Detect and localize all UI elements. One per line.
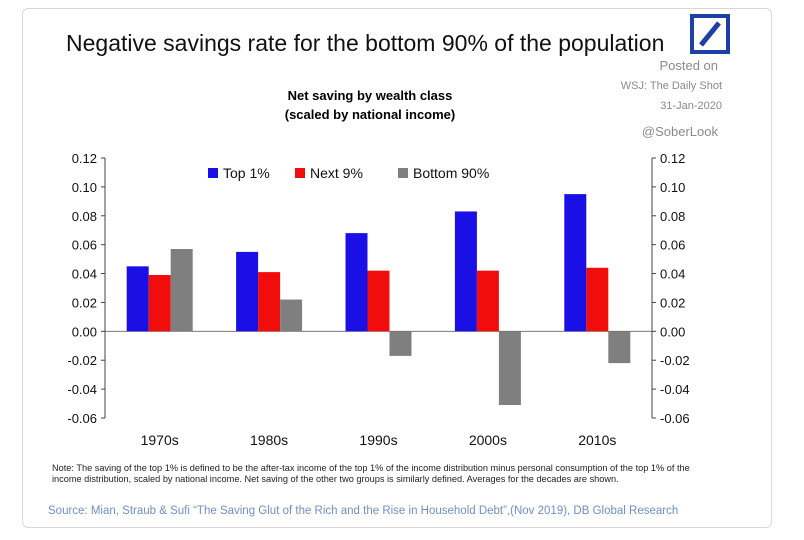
bar-top-1--1990s	[345, 233, 368, 332]
y-tick-label-left: 0.06	[72, 238, 97, 253]
x-tick-label: 1970s	[141, 432, 179, 448]
deutsche-bank-logo	[690, 14, 730, 54]
legend-swatch	[295, 168, 305, 178]
chart-subtitle: (scaled by national income)	[284, 107, 456, 122]
y-tick-label-left: 0.02	[72, 295, 97, 310]
chart-title: Net saving by wealth class	[287, 88, 453, 103]
bar-next-9--1970s	[148, 275, 171, 332]
bar-top-1--2000s	[454, 211, 477, 332]
x-tick-label: 1980s	[250, 432, 288, 448]
x-tick-label: 1990s	[359, 432, 397, 448]
legend-label: Next 9%	[310, 165, 363, 181]
y-tick-label-left: -0.02	[67, 353, 97, 368]
y-tick-label-right: 0.04	[660, 267, 685, 282]
y-tick-label-right: 0.08	[660, 209, 685, 224]
legend-swatch	[398, 168, 408, 178]
y-tick-label-right: 0.00	[660, 324, 685, 339]
y-tick-label-right: 0.12	[660, 151, 685, 166]
bar-next-9--2010s	[586, 267, 609, 332]
twitter-handle: @SoberLook	[641, 124, 718, 139]
y-tick-label-right: 0.06	[660, 238, 685, 253]
y-tick-label-right: -0.04	[660, 382, 690, 397]
bar-bottom-90--2010s	[608, 331, 631, 364]
bar-next-9--1990s	[367, 270, 390, 332]
y-tick-label-left: 0.04	[72, 267, 97, 282]
bar-bottom-90--2000s	[498, 331, 521, 405]
bar-bottom-90--1980s	[280, 299, 303, 332]
legend-swatch	[208, 168, 218, 178]
y-tick-label-left: -0.04	[67, 382, 97, 397]
y-tick-label-left: 0.12	[72, 151, 97, 166]
y-tick-label-left: 0.00	[72, 324, 97, 339]
x-tick-label: 2000s	[469, 432, 507, 448]
posted-source: WSJ: The Daily Shot	[620, 80, 722, 92]
bar-bottom-90--1990s	[389, 331, 412, 356]
bar-top-1--1970s	[126, 266, 149, 332]
bar-top-1--1980s	[236, 251, 259, 332]
source-line: Source: Mian, Straub & Sufi “The Saving …	[48, 505, 679, 517]
bar-next-9--2000s	[476, 270, 499, 332]
posted-date: 31-Jan-2020	[660, 100, 722, 112]
x-tick-label: 2010s	[578, 432, 616, 448]
bar-top-1--2010s	[564, 194, 587, 332]
page-title: Negative savings rate for the bottom 90%…	[66, 30, 665, 56]
y-tick-label-right: 0.10	[660, 180, 685, 195]
y-tick-label-right: -0.06	[660, 411, 690, 426]
y-tick-label-right: -0.02	[660, 353, 690, 368]
y-tick-label-right: 0.02	[660, 295, 685, 310]
y-tick-label-left: 0.10	[72, 180, 97, 195]
legend-label: Bottom 90%	[413, 165, 489, 181]
chart-note: Note: The saving of the top 1% is define…	[52, 463, 690, 484]
posted-on-label: Posted on	[659, 58, 718, 73]
legend-label: Top 1%	[223, 165, 270, 181]
y-tick-label-left: 0.08	[72, 209, 97, 224]
bar-next-9--1980s	[258, 272, 281, 332]
bar-bottom-90--1970s	[170, 249, 193, 332]
y-tick-label-left: -0.06	[67, 411, 97, 426]
